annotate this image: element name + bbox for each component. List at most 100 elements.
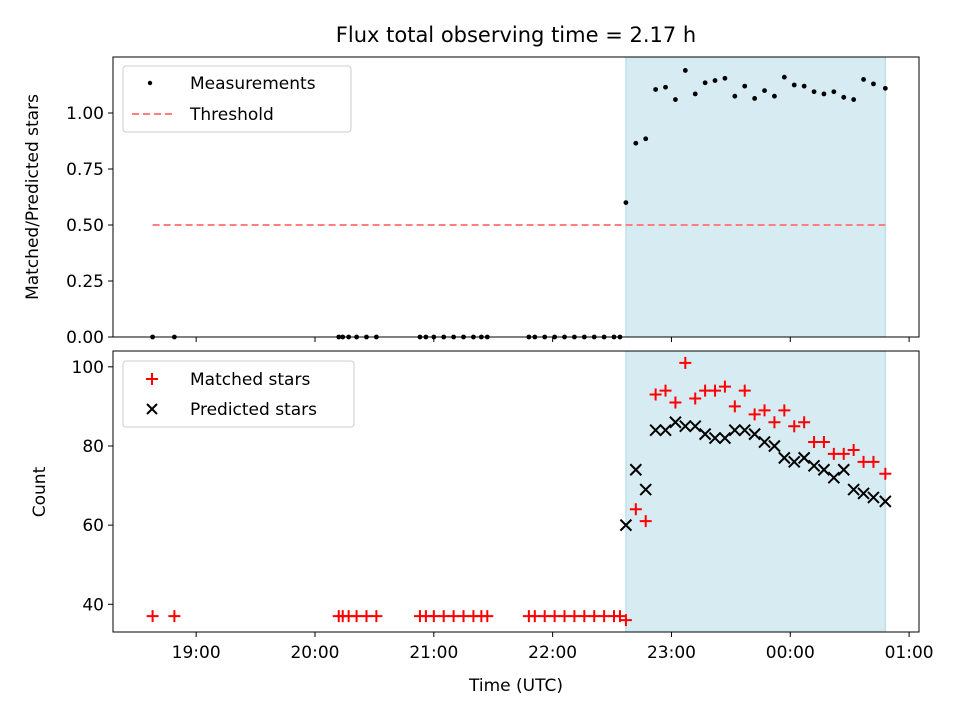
measurement-point <box>653 87 659 92</box>
bottom-marks-layer <box>146 356 892 627</box>
top-band-layer <box>625 56 886 338</box>
matched-star-point <box>669 396 682 409</box>
predicted-star-point <box>698 427 712 441</box>
bottom-y-ticks: 40 60 80 100 <box>72 358 113 615</box>
y-tick-label: 80 <box>82 437 104 457</box>
matched-star-point <box>817 436 830 449</box>
matched-star-point <box>709 384 722 397</box>
y-tick-label: 0.50 <box>66 216 104 236</box>
legend-predicted-marker <box>146 403 158 415</box>
matched-star-point <box>778 404 791 417</box>
matched-star-point <box>168 610 181 623</box>
predicted-star-point <box>817 463 831 476</box>
predicted-star-point <box>679 419 692 433</box>
bottom-panel: 19:00 20:00 21:00 22:00 23:00 00:00 01:00 40 60… <box>30 350 934 696</box>
legend-threshold-label: Threshold <box>189 105 274 125</box>
top-legend: Measurements Threshold <box>122 65 352 133</box>
measurement-point <box>781 74 787 80</box>
predicted-star-point <box>718 431 732 445</box>
predicted-star-point <box>847 483 860 496</box>
x-tick-label: 22:00 <box>528 643 577 663</box>
matched-star-point <box>748 408 761 421</box>
matched-star-point <box>679 356 692 369</box>
measurement-point <box>791 82 797 88</box>
observing-time-band <box>625 56 886 338</box>
y-tick-label: 1.00 <box>66 104 104 124</box>
predicted-star-point <box>857 487 870 500</box>
measurement-point <box>762 88 767 93</box>
predicted-star-point <box>797 451 811 465</box>
matched-star-point <box>659 384 672 397</box>
measurement-point <box>882 85 888 91</box>
legend-predicted-label: Predicted stars <box>190 400 317 420</box>
y-tick-label: 40 <box>82 595 104 615</box>
predicted-star-point <box>768 439 781 453</box>
measurement-point <box>722 75 728 81</box>
matched-star-point <box>758 404 771 417</box>
matched-star-point <box>738 384 751 397</box>
measurement-point <box>841 94 847 100</box>
predicted-star-point <box>619 518 633 532</box>
matched-star-point <box>619 614 632 627</box>
measurement-point <box>633 140 639 146</box>
y-tick-label: 0.00 <box>66 328 104 348</box>
measurement-point <box>801 83 807 89</box>
predicted-star-point <box>728 423 742 437</box>
matched-star-point <box>879 467 892 480</box>
legend-matched-marker <box>146 373 158 385</box>
bottom-legend: Matched stars Predicted stars <box>122 360 355 428</box>
measurement-point <box>772 93 777 99</box>
top-axes-frame <box>112 56 920 338</box>
predicted-star-point <box>649 423 662 437</box>
measurement-point <box>851 97 857 102</box>
y-tick-label: 100 <box>72 358 104 378</box>
matched-star-point <box>689 392 702 405</box>
predicted-star-point <box>669 416 682 429</box>
matched-star-point <box>146 610 159 623</box>
x-tick-label: 01:00 <box>885 643 934 663</box>
measurement-point <box>712 78 718 83</box>
measurement-point <box>871 81 876 87</box>
matched-star-point <box>718 380 731 393</box>
x-tick-label: 23:00 <box>647 643 696 663</box>
x-tick-label: 00:00 <box>766 643 815 663</box>
measurement-point <box>682 68 688 73</box>
measurement-point <box>692 91 698 97</box>
predicted-star-point <box>807 459 821 472</box>
bottom-axes-frame <box>112 350 920 633</box>
predicted-star-point <box>748 427 761 441</box>
predicted-star-point <box>708 431 722 445</box>
observing-time-band <box>625 350 886 633</box>
predicted-star-point <box>778 451 791 465</box>
matched-star-point <box>788 420 801 433</box>
matched-star-point <box>837 447 850 460</box>
measurement-point <box>752 96 758 101</box>
bottom-x-ticks: 19:00 20:00 21:00 22:00 23:00 00:00 01:00 <box>172 632 934 663</box>
measurement-point <box>623 200 629 206</box>
matched-star-point <box>481 610 494 623</box>
x-axis-label: Time (UTC) <box>468 676 563 696</box>
y-tick-label: 60 <box>82 516 104 536</box>
measurement-point <box>811 89 817 95</box>
matched-star-point <box>867 455 880 468</box>
predicted-star-point <box>837 463 850 476</box>
bottom-band-layer <box>625 350 886 633</box>
predicted-star-point <box>879 495 892 508</box>
top-x-ticks <box>195 337 910 342</box>
legend-matched-label: Matched stars <box>190 370 310 390</box>
measurement-point <box>821 91 827 97</box>
top-panel: 0.00 0.25 0.50 0.75 1.00 Matched/Predicted s… <box>23 56 920 348</box>
predicted-star-point <box>758 435 771 449</box>
bottom-legend-box <box>122 360 355 428</box>
measurement-point <box>673 97 678 102</box>
measurement-point <box>831 89 837 95</box>
measurement-point <box>643 136 649 142</box>
legend-measurements-marker <box>147 80 153 86</box>
y-tick-label: 0.25 <box>66 272 104 292</box>
x-tick-label: 20:00 <box>290 643 339 663</box>
measurement-point <box>861 77 866 82</box>
top-y-axis-label: Matched/Predicted stars <box>23 94 43 300</box>
measurement-point <box>702 80 708 86</box>
matched-star-point <box>639 515 652 528</box>
